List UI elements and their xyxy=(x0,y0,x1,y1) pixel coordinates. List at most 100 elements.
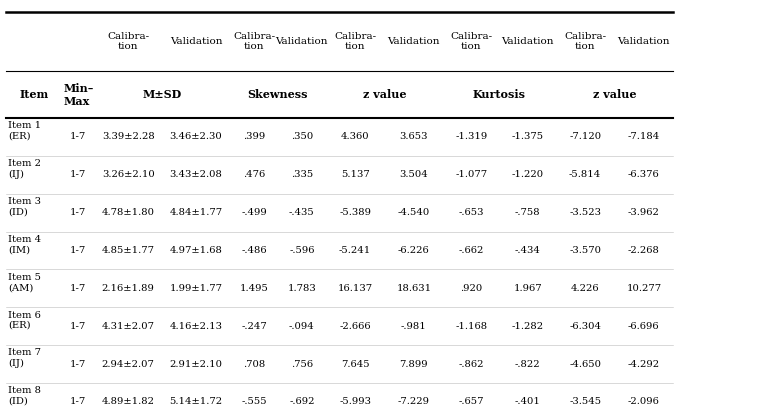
Text: Item 5
(AM): Item 5 (AM) xyxy=(8,273,42,292)
Text: -6.226: -6.226 xyxy=(398,246,430,255)
Text: -7.120: -7.120 xyxy=(569,132,601,142)
Text: Item 6
(ER): Item 6 (ER) xyxy=(8,311,42,330)
Text: -.401: -.401 xyxy=(515,397,540,407)
Text: -.499: -.499 xyxy=(241,208,267,217)
Text: 3.504: 3.504 xyxy=(399,170,428,179)
Text: -1.220: -1.220 xyxy=(512,170,543,179)
Text: -.653: -.653 xyxy=(459,208,484,217)
Text: -.247: -.247 xyxy=(241,322,267,331)
Text: -3.523: -3.523 xyxy=(569,208,601,217)
Text: -1.168: -1.168 xyxy=(455,322,487,331)
Text: -7.229: -7.229 xyxy=(398,397,430,407)
Text: 5.137: 5.137 xyxy=(340,170,370,179)
Text: .350: .350 xyxy=(291,132,313,142)
Text: .476: .476 xyxy=(243,170,265,179)
Text: 4.84±1.77: 4.84±1.77 xyxy=(170,208,222,217)
Text: Validation: Validation xyxy=(618,37,670,46)
Text: Skewness: Skewness xyxy=(248,89,308,100)
Text: -.434: -.434 xyxy=(515,246,540,255)
Text: Item 4
(IM): Item 4 (IM) xyxy=(8,235,42,254)
Text: .920: .920 xyxy=(460,284,482,293)
Text: 1-7: 1-7 xyxy=(69,208,86,217)
Text: 1-7: 1-7 xyxy=(69,132,86,142)
Text: 2.16±1.89: 2.16±1.89 xyxy=(102,284,154,293)
Text: -.662: -.662 xyxy=(459,246,484,255)
Text: -1.077: -1.077 xyxy=(455,170,487,179)
Text: -3.962: -3.962 xyxy=(628,208,660,217)
Text: -2.268: -2.268 xyxy=(628,246,660,255)
Text: .335: .335 xyxy=(291,170,313,179)
Text: 3.43±2.08: 3.43±2.08 xyxy=(170,170,222,179)
Text: Item 3
(ID): Item 3 (ID) xyxy=(8,197,42,217)
Text: -7.184: -7.184 xyxy=(628,132,660,142)
Text: z value: z value xyxy=(363,89,406,100)
Text: -.692: -.692 xyxy=(289,397,315,407)
Text: Min–
Max: Min– Max xyxy=(63,83,93,107)
Text: 18.631: 18.631 xyxy=(396,284,432,293)
Text: 16.137: 16.137 xyxy=(337,284,373,293)
Text: -.596: -.596 xyxy=(289,246,315,255)
Text: -.657: -.657 xyxy=(459,397,484,407)
Text: -.555: -.555 xyxy=(241,397,267,407)
Text: -6.304: -6.304 xyxy=(569,322,601,331)
Text: M±SD: M±SD xyxy=(143,89,181,100)
Text: 2.91±2.10: 2.91±2.10 xyxy=(170,359,222,369)
Text: 1-7: 1-7 xyxy=(69,246,86,255)
Text: Calibra-
tion: Calibra- tion xyxy=(107,32,149,51)
Text: -5.993: -5.993 xyxy=(339,397,371,407)
Text: -.435: -.435 xyxy=(289,208,315,217)
Text: 1.99±1.77: 1.99±1.77 xyxy=(170,284,222,293)
Text: -6.696: -6.696 xyxy=(628,322,659,331)
Text: -4.292: -4.292 xyxy=(628,359,660,369)
Text: 1-7: 1-7 xyxy=(69,359,86,369)
Text: -.862: -.862 xyxy=(459,359,484,369)
Text: .708: .708 xyxy=(243,359,265,369)
Text: Item 2
(IJ): Item 2 (IJ) xyxy=(8,159,42,179)
Text: Kurtosis: Kurtosis xyxy=(473,89,526,100)
Text: Validation: Validation xyxy=(388,37,440,46)
Text: 3.46±2.30: 3.46±2.30 xyxy=(170,132,222,142)
Text: 2.94±2.07: 2.94±2.07 xyxy=(102,359,154,369)
Text: Calibra-
tion: Calibra- tion xyxy=(233,32,275,51)
Text: 4.226: 4.226 xyxy=(571,284,600,293)
Text: 10.277: 10.277 xyxy=(626,284,662,293)
Text: Calibra-
tion: Calibra- tion xyxy=(334,32,376,51)
Text: .756: .756 xyxy=(291,359,313,369)
Text: 4.31±2.07: 4.31±2.07 xyxy=(102,322,154,331)
Text: -1.319: -1.319 xyxy=(455,132,487,142)
Text: 4.78±1.80: 4.78±1.80 xyxy=(102,208,154,217)
Text: z value: z value xyxy=(593,89,636,100)
Text: -5.241: -5.241 xyxy=(339,246,371,255)
Text: Validation: Validation xyxy=(170,37,222,46)
Text: Validation: Validation xyxy=(501,37,554,46)
Text: 1-7: 1-7 xyxy=(69,397,86,407)
Text: 3.39±2.28: 3.39±2.28 xyxy=(102,132,154,142)
Text: 1-7: 1-7 xyxy=(69,170,86,179)
Text: 1-7: 1-7 xyxy=(69,284,86,293)
Text: 7.645: 7.645 xyxy=(340,359,370,369)
Text: -4.650: -4.650 xyxy=(569,359,601,369)
Text: 1.783: 1.783 xyxy=(287,284,317,293)
Text: -.822: -.822 xyxy=(515,359,540,369)
Text: Item: Item xyxy=(19,89,49,100)
Text: 1.967: 1.967 xyxy=(513,284,542,293)
Text: -5.389: -5.389 xyxy=(339,208,371,217)
Text: Item 1
(ER): Item 1 (ER) xyxy=(8,121,42,141)
Text: -.981: -.981 xyxy=(401,322,427,331)
Text: -1.375: -1.375 xyxy=(512,132,543,142)
Text: 3.653: 3.653 xyxy=(400,132,428,142)
Text: -4.540: -4.540 xyxy=(398,208,430,217)
Text: 7.899: 7.899 xyxy=(399,359,428,369)
Text: 4.97±1.68: 4.97±1.68 xyxy=(170,246,222,255)
Text: Calibra-
tion: Calibra- tion xyxy=(564,32,606,51)
Text: -1.282: -1.282 xyxy=(512,322,543,331)
Text: Item 7
(IJ): Item 7 (IJ) xyxy=(8,348,42,368)
Text: Item 8
(ID): Item 8 (ID) xyxy=(8,386,42,406)
Text: 4.16±2.13: 4.16±2.13 xyxy=(170,322,222,331)
Text: -6.376: -6.376 xyxy=(628,170,660,179)
Text: 4.85±1.77: 4.85±1.77 xyxy=(102,246,154,255)
Text: .399: .399 xyxy=(243,132,265,142)
Text: 4.89±1.82: 4.89±1.82 xyxy=(102,397,154,407)
Text: -2.096: -2.096 xyxy=(628,397,660,407)
Text: -3.570: -3.570 xyxy=(569,246,601,255)
